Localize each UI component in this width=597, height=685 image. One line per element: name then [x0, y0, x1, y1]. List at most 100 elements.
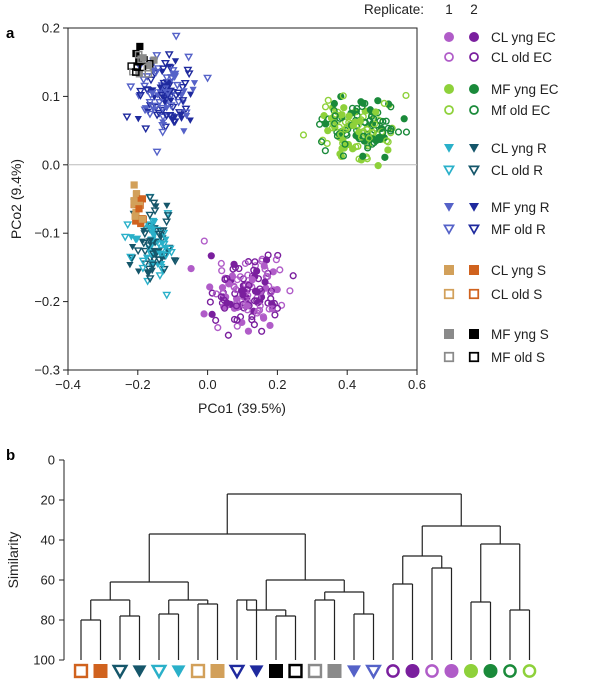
scatter-point — [256, 302, 264, 310]
scatter-point — [184, 70, 194, 79]
legend-replicate-1: 1 — [445, 2, 453, 17]
scatter-point — [233, 276, 241, 284]
scatter-point — [262, 256, 271, 264]
legend-label: MF yng R — [491, 200, 550, 215]
scatter-point — [159, 265, 169, 274]
legend-marker-replicate-2 — [469, 329, 479, 339]
scatter-point — [160, 59, 170, 68]
scatter-point — [387, 103, 395, 111]
scatter-point — [233, 297, 241, 305]
scatter-point — [132, 68, 140, 76]
scatter-point — [171, 58, 180, 65]
dendrogram-tree — [80, 493, 531, 660]
scatter-point — [181, 109, 191, 118]
scatter-point — [200, 310, 208, 318]
scatter-point — [218, 267, 226, 275]
legend-marker-replicate-2 — [469, 203, 479, 212]
dendrogram-leaf-marker — [288, 663, 303, 679]
scatter-point — [255, 306, 264, 314]
scatter-point — [223, 299, 231, 307]
dendrogram-leaf-marker — [171, 665, 186, 678]
dendrogram-leaf-marker — [249, 665, 264, 678]
scatter-point — [131, 212, 139, 220]
scatter-point — [173, 89, 183, 98]
scatter-point — [245, 281, 253, 289]
scatter-point — [133, 247, 143, 256]
scatter-point — [345, 112, 353, 120]
scatter-point — [383, 137, 391, 145]
legend-label: MF yng S — [491, 327, 549, 342]
scatter-point — [339, 136, 347, 144]
scatter-point — [289, 272, 297, 280]
scatter-point — [253, 267, 261, 275]
scatter-point — [370, 138, 378, 147]
legend-label: MF yng EC — [491, 82, 559, 97]
y-tick-label: −0.1 — [34, 226, 60, 241]
scatter-point — [331, 112, 339, 120]
legend-label: MF old R — [491, 222, 546, 237]
legend-label: CL yng S — [491, 263, 546, 278]
scatter-point — [272, 256, 280, 264]
scatter-point — [145, 275, 155, 284]
dendrogram-leaf-marker — [464, 664, 478, 678]
scatter-point — [132, 208, 140, 217]
scatter-point — [126, 262, 134, 269]
scatter-point — [126, 83, 136, 92]
scatter-point — [402, 91, 410, 100]
legend-label: CL old S — [491, 287, 542, 302]
scatter-point — [163, 210, 173, 218]
scatter-point — [155, 272, 165, 280]
scatter-point — [136, 42, 144, 51]
dendrogram-leaf-marker — [483, 664, 498, 678]
scatter-point — [149, 199, 159, 208]
scatter-point — [260, 314, 268, 322]
scatter-point — [138, 195, 147, 203]
scatter-point — [253, 297, 261, 305]
dendrogram-leaf-marker — [132, 665, 147, 678]
scatter-point — [169, 118, 179, 127]
x-tick-label: 0.4 — [338, 377, 356, 392]
scatter-y-axis-title: PCo2 (9.4%) — [8, 159, 24, 239]
scatter-point — [160, 85, 170, 94]
legend-label: CL yng R — [491, 141, 547, 156]
scatter-point — [274, 251, 282, 259]
scatter-point — [158, 65, 168, 74]
scatter-point — [365, 134, 373, 142]
legend-marker-replicate-1 — [444, 52, 454, 62]
scatter-point — [217, 293, 225, 301]
dendrogram-axis: 0 20 40 60 80 100 — [33, 453, 65, 668]
scatter-point — [190, 80, 199, 87]
dendrogram-y-tick-label: 40 — [41, 533, 55, 548]
scatter-point — [208, 310, 216, 318]
scatter-point — [123, 221, 133, 230]
scatter-point — [366, 117, 374, 125]
scatter-point — [145, 110, 155, 119]
scatter-point — [200, 237, 208, 245]
legend-marker-replicate-1 — [444, 105, 454, 115]
dendrogram-y-tick-label: 100 — [33, 653, 55, 668]
scatter-point — [172, 81, 182, 90]
legend-marker-replicate-1 — [444, 84, 454, 94]
scatter-point — [189, 86, 197, 94]
scatter-point — [180, 128, 188, 135]
scatter-point — [276, 266, 284, 274]
scatter-point — [163, 202, 171, 210]
scatter-point — [375, 133, 383, 142]
dendrogram-leaf-marker — [190, 663, 206, 679]
dendrogram-leaf-marker — [365, 664, 382, 680]
x-tick-label: −0.4 — [55, 377, 81, 392]
legend-marker-replicate-2 — [469, 105, 479, 115]
y-tick-label: −0.3 — [34, 363, 60, 378]
legend-marker-replicate-1 — [443, 351, 455, 363]
scatter-point — [126, 253, 136, 262]
scatter-point — [248, 312, 256, 321]
scatter-point — [174, 98, 184, 107]
scatter-point — [178, 84, 188, 92]
scatter-point — [134, 116, 142, 123]
scatter-point — [137, 219, 145, 228]
panel-a-label: a — [6, 25, 15, 42]
scatter-point — [130, 181, 138, 189]
scatter-point — [135, 205, 143, 213]
scatter-point — [177, 111, 185, 118]
scatter-point — [134, 268, 143, 275]
